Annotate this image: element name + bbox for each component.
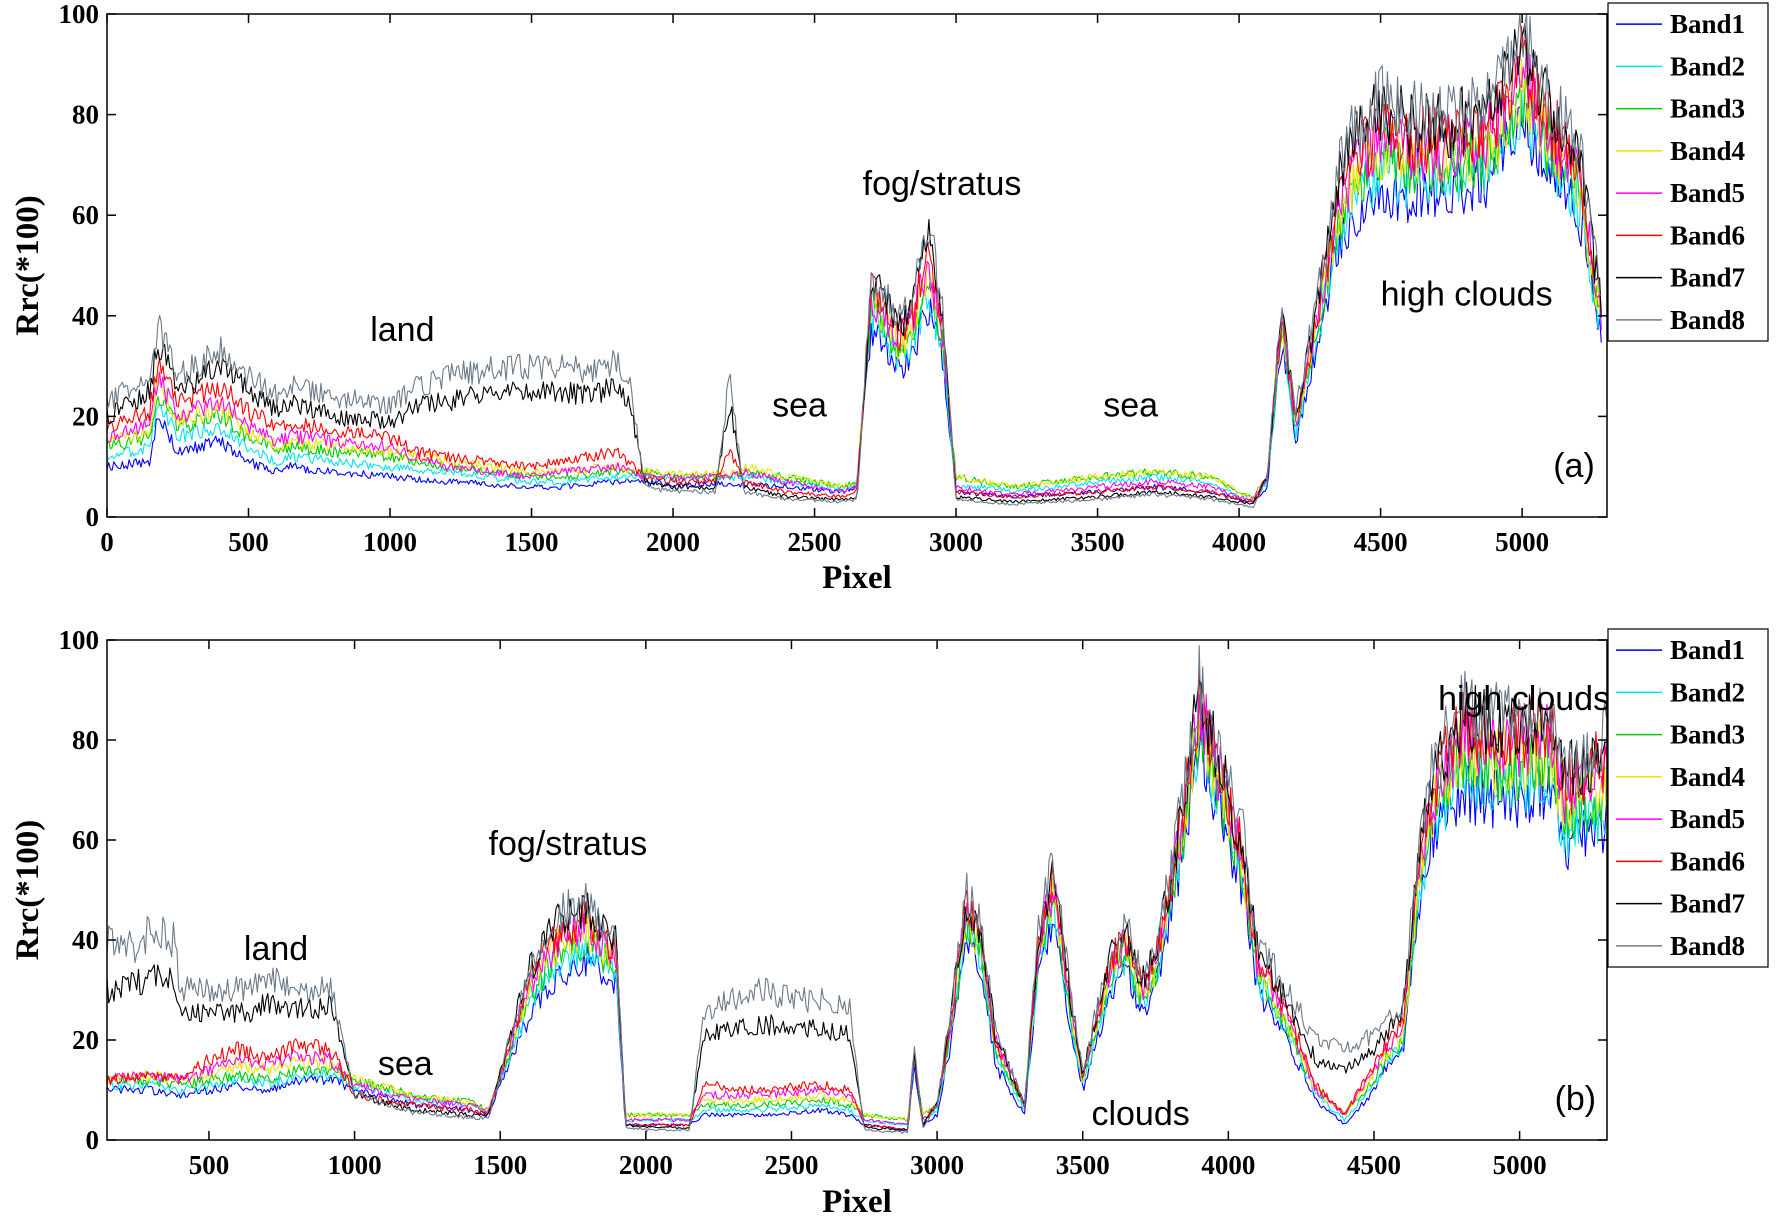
y-tick-label: 100 (59, 0, 100, 29)
x-axis-label: Pixel (822, 560, 892, 596)
y-tick-label: 100 (59, 625, 100, 655)
y-tick-label: 40 (72, 925, 99, 955)
legend-label-band5: Band5 (1670, 804, 1745, 834)
x-tick-label: 3500 (1071, 527, 1125, 557)
legend-label-band6: Band6 (1670, 846, 1745, 876)
annotation-label: (a) (1553, 447, 1595, 485)
x-tick-label: 2500 (764, 1150, 818, 1180)
x-tick-label: 500 (189, 1150, 230, 1180)
legend-box (1607, 628, 1769, 968)
y-tick-label: 20 (72, 1025, 99, 1055)
series-line-band6 (106, 665, 1607, 1131)
series-line-band2 (106, 715, 1607, 1126)
x-tick-label: 0 (100, 527, 114, 557)
y-tick-label: 20 (72, 401, 99, 431)
chart-panel-2: 500 1000 1500 2000 2500 3000 3500 4000 4500 5000 0… (10, 625, 1769, 1220)
x-tick-label: 1000 (363, 527, 417, 557)
x-tick-label: 1500 (473, 1150, 527, 1180)
annotation-label: land (370, 311, 434, 349)
annotation-label: sea (1103, 386, 1158, 424)
series-line-band7 (106, 23, 1602, 505)
series-line-band1 (106, 716, 1607, 1132)
annotation-label: fog/stratus (489, 825, 648, 863)
chart-panel-1: 0 500 1000 1500 2000 2500 3000 3500 4000 4500 5000… (10, 0, 1769, 596)
x-tick-label: 5000 (1495, 527, 1549, 557)
legend: Band1 Band2 Band3 Band4 Band5 Band6 Band7 Band8 (1607, 628, 1769, 968)
y-tick-label: 60 (72, 200, 99, 230)
annotation-label: high clouds (1438, 680, 1610, 718)
series-line-band8 (106, 13, 1602, 509)
x-tick-label: 1500 (505, 527, 559, 557)
legend-label-band2: Band2 (1670, 677, 1745, 707)
annotation-label: high clouds (1381, 276, 1553, 314)
legend-label-band1: Band1 (1670, 635, 1745, 665)
annotation-label: fog/stratus (863, 165, 1022, 203)
y-axis-label: Rrc(*100) (10, 195, 46, 336)
legend-label-band4: Band4 (1670, 762, 1745, 792)
legend-label-band3: Band3 (1670, 94, 1745, 124)
y-tick-label: 80 (72, 725, 99, 755)
x-tick-label: 2500 (788, 527, 842, 557)
x-tick-label: 3000 (910, 1150, 964, 1180)
legend-label-band7: Band7 (1670, 263, 1745, 293)
annotation-label: sea (378, 1045, 433, 1083)
series-line-band7 (106, 679, 1607, 1132)
annotation-label: (b) (1555, 1080, 1597, 1118)
x-tick-label: 2000 (619, 1150, 673, 1180)
x-tick-label: 3500 (1056, 1150, 1110, 1180)
plot-area-frame (106, 13, 1608, 518)
legend-label-band8: Band8 (1670, 931, 1745, 961)
x-tick-label: 4000 (1212, 527, 1266, 557)
legend-label-band1: Band1 (1670, 9, 1745, 39)
series-group (106, 13, 1602, 509)
x-tick-label: 500 (228, 527, 269, 557)
x-tick-label: 4000 (1201, 1150, 1255, 1180)
legend-label-band5: Band5 (1670, 178, 1745, 208)
y-tick-label: 0 (86, 1125, 100, 1155)
legend-label-band7: Band7 (1670, 889, 1745, 919)
y-tick-label: 0 (86, 502, 100, 532)
legend-label-band6: Band6 (1670, 220, 1745, 250)
series-line-band8 (106, 645, 1607, 1134)
series-line-band4 (106, 58, 1602, 498)
plot-area-frame (106, 639, 1608, 1141)
legend-label-band3: Band3 (1670, 720, 1745, 750)
legend-box (1607, 2, 1769, 342)
y-tick-label: 60 (72, 825, 99, 855)
x-tick-label: 1000 (328, 1150, 382, 1180)
y-tick-label: 80 (72, 100, 99, 130)
y-tick-label: 40 (72, 301, 99, 331)
y-axis-label: Rrc(*100) (10, 820, 46, 961)
x-tick-label: 5000 (1493, 1150, 1547, 1180)
series-line-band4 (106, 702, 1607, 1122)
x-axis-label: Pixel (822, 1184, 892, 1220)
annotation-label: sea (772, 386, 827, 424)
x-tick-label: 2000 (646, 527, 700, 557)
legend-label-band8: Band8 (1670, 305, 1745, 335)
x-tick-label: 4500 (1347, 1150, 1401, 1180)
series-line-band5 (106, 44, 1602, 501)
legend: Band1 Band2 Band3 Band4 Band5 Band6 Band7 Band8 (1607, 2, 1769, 342)
series-line-band6 (106, 25, 1602, 503)
legend-label-band2: Band2 (1670, 51, 1745, 81)
x-tick-label: 4500 (1354, 527, 1408, 557)
annotation-label: clouds (1091, 1095, 1189, 1133)
x-tick-label: 3000 (929, 527, 983, 557)
legend-label-band4: Band4 (1670, 136, 1745, 166)
annotation-label: land (244, 930, 308, 968)
series-group (106, 645, 1607, 1134)
